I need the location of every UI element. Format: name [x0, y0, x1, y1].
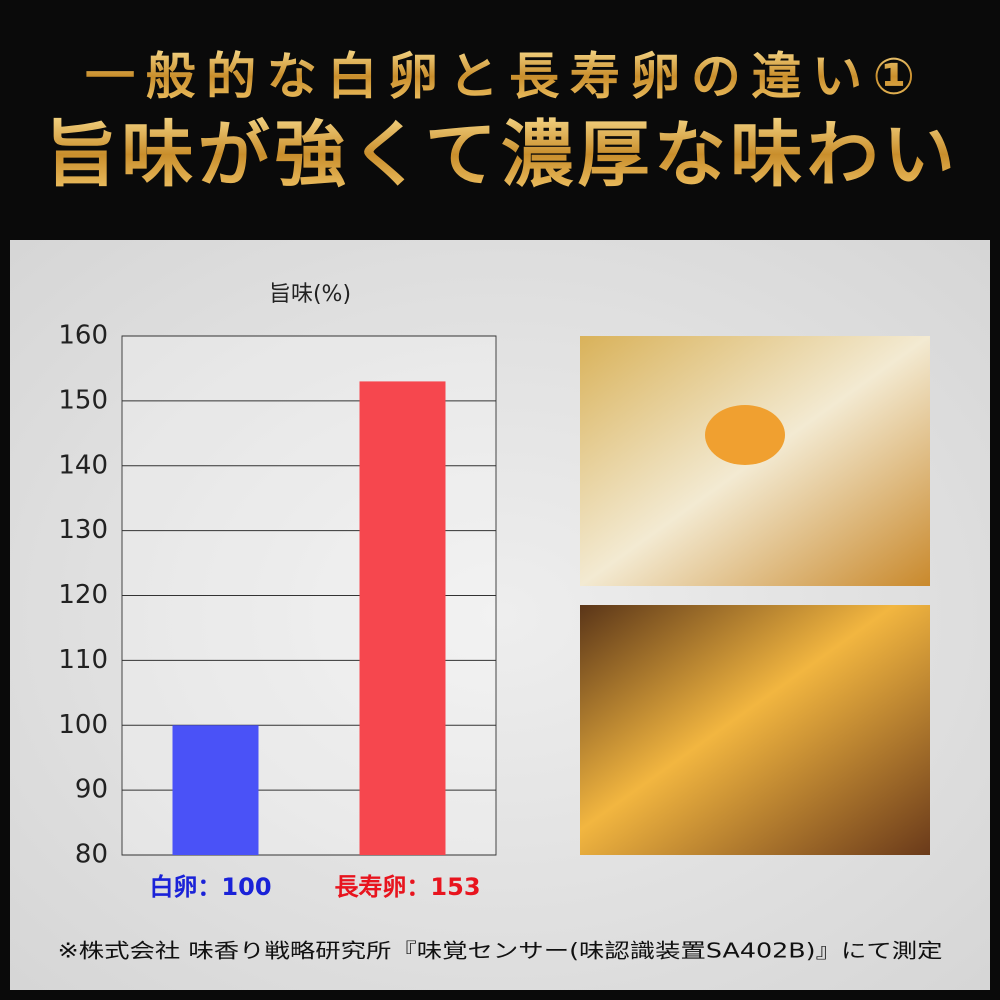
y-tick-label: 130: [58, 515, 108, 545]
y-tick-label: 110: [58, 645, 108, 675]
photo-omurice: [580, 605, 930, 855]
bar: [172, 725, 259, 855]
y-tick-label: 150: [58, 385, 108, 415]
y-axis-label: 旨味(%): [269, 282, 351, 307]
value-label: 長寿卵：153: [334, 873, 480, 901]
footnote: ※株式会社 味香り戦略研究所『味覚センサー(味認識装置SA402B)』にて測定: [58, 939, 943, 963]
egg-yolk: [705, 405, 785, 465]
value-label: 白卵：100: [149, 873, 271, 901]
bar: [359, 381, 446, 855]
y-tick-label: 120: [58, 580, 108, 610]
y-tick-label: 140: [58, 450, 108, 480]
y-tick-label: 80: [75, 840, 108, 870]
y-tick-label: 160: [58, 321, 108, 351]
y-tick-label: 90: [75, 775, 108, 805]
y-tick-label: 100: [58, 710, 108, 740]
